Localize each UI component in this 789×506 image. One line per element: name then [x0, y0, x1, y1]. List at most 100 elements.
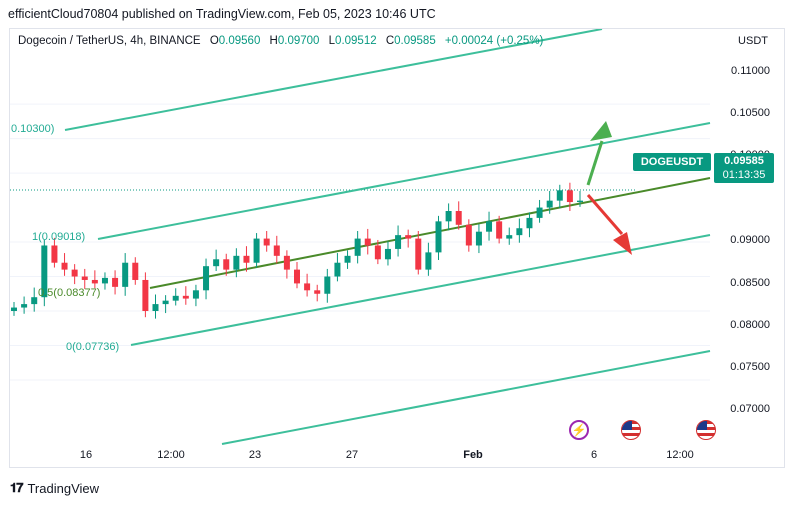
high-label: H [269, 35, 278, 47]
candle-body [415, 238, 422, 270]
candle-body [31, 297, 38, 305]
change-value: +0.00024 (+0.25%) [444, 35, 544, 47]
fib-level-05-label: 0.5(0.08377) [38, 287, 101, 299]
candle-body [263, 238, 270, 246]
price-scale-tick: 0.11000 [731, 65, 770, 77]
candle-body [445, 211, 452, 222]
parallel-channel [64, 29, 711, 445]
candle-body [435, 221, 442, 253]
candle-body [71, 269, 78, 277]
candle-body [546, 200, 553, 208]
candle-body [192, 290, 199, 299]
footer-branding[interactable]: 𝟏𝟕 TradingView [10, 480, 99, 496]
us-flag-event-icon[interactable] [696, 420, 716, 440]
candle-body [233, 255, 240, 270]
candle-body [344, 255, 351, 263]
candle-body [91, 279, 98, 284]
candle-body [132, 262, 139, 280]
us-flag-event-icon[interactable] [621, 420, 641, 440]
candle-body [314, 290, 321, 294]
candle-body [172, 295, 179, 301]
arrow-down-head [613, 232, 632, 255]
candle-body [577, 200, 583, 203]
candle-body [283, 255, 290, 270]
candle-body [41, 245, 48, 298]
channel-line-top [64, 29, 603, 131]
candle-body [203, 266, 210, 291]
candle-body [354, 238, 361, 256]
time-scale-tick: 12:00 [157, 449, 185, 461]
low-value: 0.09512 [335, 35, 377, 47]
time-scale-tick: 12:00 [666, 449, 694, 461]
brand-name: TradingView [27, 480, 100, 496]
candle-body [142, 279, 149, 311]
candle-body [51, 245, 58, 263]
candlestick-series [11, 182, 583, 319]
channel-line-bottom [221, 350, 711, 445]
arrow-down-shaft [586, 194, 624, 235]
price-scale-currency: USDT [738, 35, 768, 47]
time-scale-tick: 6 [590, 449, 598, 461]
candle-body [334, 262, 341, 277]
channel-line-lower [130, 234, 711, 346]
high-value: 0.09700 [277, 35, 320, 47]
time-scale-tick: Feb [463, 449, 483, 461]
candle-body [455, 211, 462, 225]
candle-body [395, 235, 402, 249]
time-scale-tick: 23 [248, 449, 262, 461]
candle-body [384, 248, 391, 260]
tradingview-logo-icon: 𝟏𝟕 [10, 480, 24, 495]
candle-body [364, 238, 371, 246]
price-scale-tick: 0.08500 [730, 277, 770, 289]
candle-body [101, 277, 108, 284]
close-label: C [385, 35, 395, 47]
candle-body [556, 190, 563, 201]
price-scale-tick: 0.08000 [730, 319, 770, 331]
candle-body [405, 235, 412, 239]
price-scale-tick: 0.10500 [730, 107, 770, 119]
candle-body [465, 224, 472, 246]
open-label: O [209, 35, 219, 47]
candle-body [324, 276, 331, 294]
candle-body [526, 217, 533, 229]
symbol-price-badge: DOGEUSDT [633, 153, 711, 171]
candle-body [516, 228, 523, 236]
candle-body [122, 262, 129, 287]
symbol-title: Dogecoin / TetherUS, 4h, BINANCE [18, 35, 201, 47]
candle-body [425, 252, 432, 270]
fib-level-1-label: 1(0.09018) [32, 231, 86, 243]
chart-canvas[interactable] [10, 29, 785, 468]
channel-midline [149, 177, 711, 289]
low-label: L [328, 35, 336, 47]
price-scale-tick: 0.09000 [730, 234, 770, 246]
candle-body [374, 245, 381, 260]
candle-body [21, 304, 28, 308]
time-scale-tick: 16 [79, 449, 93, 461]
candle-body [223, 259, 230, 270]
arrow-up-shaft [586, 140, 604, 186]
candle-body [61, 262, 68, 270]
arrow-up-head [590, 121, 612, 141]
publish-header: efficientCloud70804 published on Trading… [8, 7, 436, 21]
candle-body [253, 238, 260, 263]
candle-body [152, 304, 159, 311]
candle-body [566, 190, 573, 203]
open-value: 0.09560 [218, 35, 261, 47]
bar-countdown: 01:13:35 [722, 169, 766, 181]
last-price: 0.09585 [724, 155, 764, 167]
crypto-event-icon[interactable]: ⚡ [569, 420, 589, 440]
price-scale-tick: 0.07000 [730, 403, 770, 415]
time-scale-tick: 27 [345, 449, 359, 461]
candle-body [112, 277, 119, 287]
candle-body [182, 295, 189, 299]
candle-body [294, 269, 300, 284]
candle-body [243, 255, 250, 263]
price-scale-tick: 0.07500 [730, 361, 770, 373]
chart-pane[interactable]: Dogecoin / TetherUS, 4h, BINANCE O0.0956… [9, 28, 785, 468]
candle-body [81, 276, 88, 280]
channel-line-upper [97, 122, 711, 240]
fib-level-0-label: 0(0.07736) [66, 341, 120, 353]
candle-body [475, 231, 482, 246]
candle-body [536, 207, 543, 218]
candle-body [213, 259, 220, 267]
